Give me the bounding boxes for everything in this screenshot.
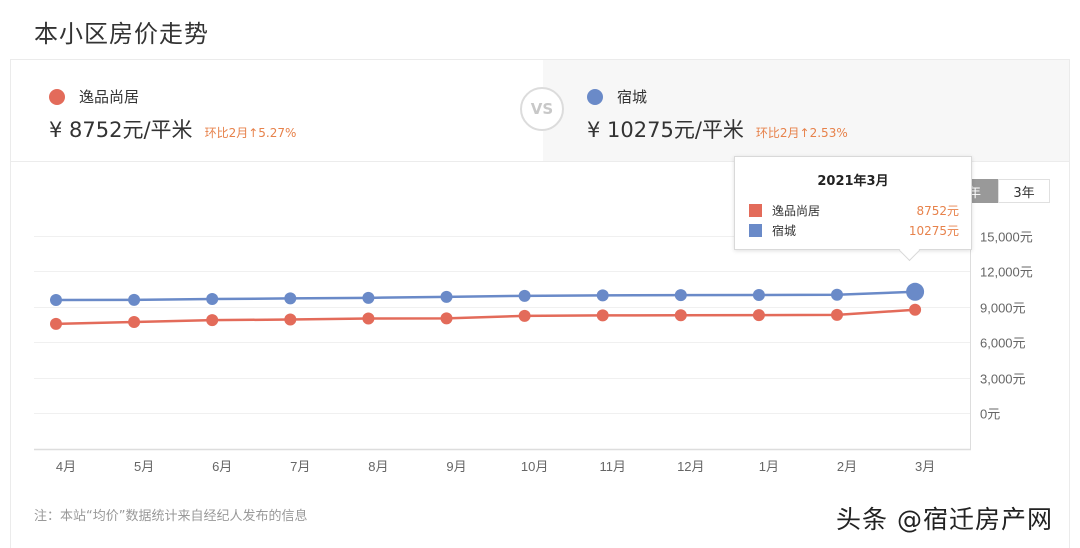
data-point[interactable]	[596, 309, 609, 322]
tooltip-series-value: 10275元	[908, 224, 959, 238]
y-axis-label: 0元	[980, 407, 1000, 422]
x-axis-label: 2月	[837, 459, 857, 474]
data-point[interactable]	[206, 314, 219, 327]
right-name-row: 宿城	[587, 86, 647, 107]
page-title: 本小区房价走势	[34, 20, 209, 48]
left-price-row: ¥ 8752元/平米 环比2月↑5.27%	[49, 114, 296, 144]
data-point[interactable]	[362, 312, 375, 325]
x-axis-label: 8月	[368, 459, 388, 474]
y-axis-label: 9,000元	[980, 301, 1026, 316]
y-axis-label: 15,000元	[980, 230, 1033, 245]
tooltip-row: 逸品尚居 8752元	[749, 202, 959, 219]
data-point[interactable]	[206, 293, 219, 306]
x-axis-label: 1月	[759, 459, 779, 474]
right-change: 环比2月↑2.53%	[755, 126, 848, 140]
data-point[interactable]	[831, 288, 843, 301]
left-name-row: 逸品尚居	[49, 86, 139, 107]
tooltip-title: 2021年3月	[817, 174, 889, 189]
data-point[interactable]	[128, 293, 141, 306]
x-axis-label: 6月	[212, 459, 232, 474]
x-axis-label: 4月	[56, 459, 76, 474]
tooltip-row: 宿城 10275元	[749, 222, 959, 239]
data-point[interactable]	[906, 282, 925, 301]
data-point[interactable]	[362, 291, 375, 304]
footnote: 注：本站“均价”数据统计来自经纪人发布的信息	[34, 509, 308, 524]
compare-right-panel: 宿城 ¥ 10275元/平米 环比2月↑2.53%	[543, 60, 1069, 161]
data-point[interactable]	[440, 290, 453, 303]
y-axis-label: 12,000元	[980, 265, 1033, 280]
comparison-header: 逸品尚居 ¥ 8752元/平米 环比2月↑5.27% 宿城 ¥ 10275元/平…	[11, 60, 1069, 162]
data-point[interactable]	[831, 308, 843, 321]
data-point[interactable]	[596, 289, 609, 302]
left-series-dot-icon	[49, 88, 65, 105]
price-trend-card: 逸品尚居 ¥ 8752元/平米 环比2月↑5.27% 宿城 ¥ 10275元/平…	[10, 59, 1070, 548]
data-point[interactable]	[50, 317, 62, 330]
data-point[interactable]	[518, 289, 531, 302]
series-line	[55, 308, 916, 326]
x-axis-label: 7月	[290, 459, 310, 474]
data-point[interactable]	[440, 312, 453, 325]
left-change: 环比2月↑5.27%	[204, 126, 297, 140]
data-point[interactable]	[674, 309, 687, 322]
watermark: 头条 @宿迁房产网	[836, 505, 1053, 534]
data-point[interactable]	[752, 289, 765, 301]
chart-tooltip: 2021年3月 逸品尚居 8752元 宿城 10275元	[734, 156, 972, 250]
right-area-name: 宿城	[617, 88, 648, 106]
compare-left-panel: 逸品尚居 ¥ 8752元/平米 环比2月↑5.27%	[11, 60, 543, 161]
data-point[interactable]	[518, 309, 531, 322]
data-point[interactable]	[752, 309, 765, 322]
x-axis-label: 10月	[521, 459, 548, 474]
legend-swatch-icon	[749, 204, 762, 217]
data-point[interactable]	[284, 313, 297, 326]
data-point[interactable]	[909, 303, 922, 316]
x-axis-label: 9月	[446, 459, 466, 474]
data-point[interactable]	[674, 289, 687, 302]
tab-3-years[interactable]: 3年	[998, 179, 1050, 203]
data-point[interactable]	[284, 292, 297, 305]
right-price: ¥ 10275元/平米	[587, 118, 744, 142]
x-axis-label: 5月	[134, 459, 154, 474]
tooltip-series-name: 逸品尚居	[772, 204, 821, 218]
tooltip-series-name: 宿城	[772, 224, 797, 238]
x-axis-label: 11月	[599, 459, 626, 474]
left-price: ¥ 8752元/平米	[49, 118, 193, 142]
series-line	[55, 290, 916, 302]
x-axis-label: 12月	[677, 459, 704, 474]
y-axis-label: 6,000元	[980, 336, 1026, 351]
tooltip-series-value: 8752元	[916, 204, 959, 218]
y-axis-label: 3,000元	[980, 372, 1026, 387]
legend-swatch-icon	[749, 224, 762, 237]
data-point[interactable]	[50, 293, 62, 306]
data-point[interactable]	[128, 316, 141, 329]
x-axis-label: 3月	[915, 459, 935, 474]
right-series-dot-icon	[587, 88, 603, 105]
right-price-row: ¥ 10275元/平米 环比2月↑2.53%	[587, 114, 848, 144]
vs-icon: VS	[520, 87, 564, 131]
left-community-name: 逸品尚居	[79, 88, 140, 106]
